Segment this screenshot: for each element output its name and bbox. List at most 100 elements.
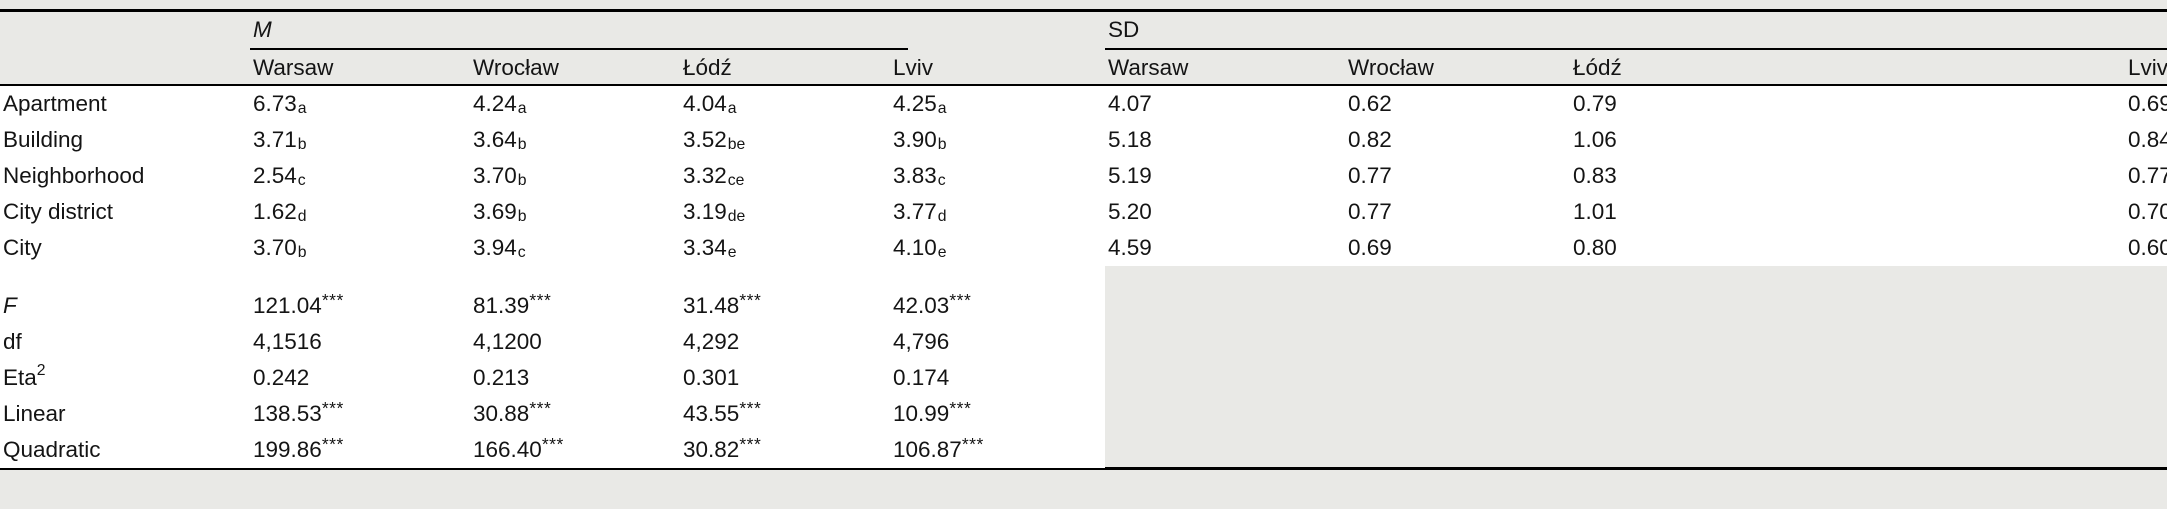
mean-cell: 3.71 b [250, 122, 470, 158]
stat-cell: 106.87 *** [890, 432, 1105, 468]
row-label: Quadratic [0, 432, 250, 468]
table-row-neighborhood: Neighborhood 2.54 c 3.70 b 3.32 ce 3.83 c 5.… [0, 158, 2167, 194]
empty-cell [470, 266, 680, 288]
empty-cell [2125, 432, 2167, 468]
empty-cell [1570, 360, 2125, 396]
group-header-row: M SD [0, 10, 2167, 50]
empty-cell [1570, 10, 2125, 50]
stat-cell: 0.174 [890, 360, 1105, 396]
empty-cell [1345, 324, 1570, 360]
stat-cell: 4,796 [890, 324, 1105, 360]
empty-cell [1105, 360, 1345, 396]
empty-cell [1570, 288, 2125, 324]
row-label: Linear [0, 396, 250, 432]
stat-cell: 0.301 [680, 360, 890, 396]
mean-cell: 6.73 a [250, 86, 470, 122]
empty-cell [0, 10, 250, 50]
table-row-apartment: Apartment 6.73 a 4.24 a 4.04 a 4.25 a 4.07 0… [0, 86, 2167, 122]
stat-cell: 10.99 *** [890, 396, 1105, 432]
row-label: Eta 2 [0, 360, 250, 396]
rule-m-group-underline [250, 48, 908, 50]
mean-cell: 3.94 c [470, 230, 680, 266]
empty-cell [1345, 360, 1570, 396]
empty-cell [890, 266, 1105, 288]
empty-cell [2125, 324, 2167, 360]
mean-cell: 3.34 e [680, 230, 890, 266]
stat-cell: 31.48 *** [680, 288, 890, 324]
stat-cell: 42.03 *** [890, 288, 1105, 324]
col-header-m-warsaw: Warsaw [253, 55, 334, 80]
empty-cell [1345, 266, 1570, 288]
mean-cell: 4.10 e [890, 230, 1105, 266]
empty-cell [680, 10, 890, 50]
sd-cell: 0.83 [1570, 158, 2125, 194]
col-header-sd-lviv: Lviv [2128, 55, 2167, 80]
empty-cell [0, 266, 250, 288]
mean-cell: 3.83 c [890, 158, 1105, 194]
empty-cell [0, 50, 250, 86]
row-label: Apartment [0, 86, 250, 122]
sd-cell: 0.62 [1345, 86, 1570, 122]
empty-cell [1345, 10, 1570, 50]
stat-cell: 4,1200 [470, 324, 680, 360]
mean-cell: 3.52 be [680, 122, 890, 158]
col-header-m-lviv: Lviv [893, 55, 934, 80]
stat-cell: 138.53 *** [250, 396, 470, 432]
col-header-sd-warsaw: Warsaw [1108, 55, 1189, 80]
mean-cell: 2.54 c [250, 158, 470, 194]
sd-cell: 5.19 [1105, 158, 1345, 194]
sd-cell: 0.69 [2125, 86, 2167, 122]
rule-top [0, 9, 2167, 12]
sd-cell: 0.80 [1570, 230, 2125, 266]
mean-cell: 3.70 b [470, 158, 680, 194]
empty-cell [1105, 266, 1345, 288]
row-label: Building [0, 122, 250, 158]
section-gap-row [0, 266, 2167, 288]
empty-cell [1570, 396, 2125, 432]
empty-cell [1105, 432, 1345, 468]
mean-cell: 3.90 b [890, 122, 1105, 158]
table-row-city: City 3.70 b 3.94 c 3.34 e 4.10 e 4.59 0.69 0… [0, 230, 2167, 266]
col-header-sd-lodz: Łódź [1573, 55, 1622, 80]
mean-cell: 3.64 b [470, 122, 680, 158]
city-header-row: Warsaw Wrocław Łódź Lviv Warsaw Wrocław … [0, 50, 2167, 86]
sd-cell: 5.20 [1105, 194, 1345, 230]
sd-cell: 0.69 [1345, 230, 1570, 266]
mean-cell: 3.70 b [250, 230, 470, 266]
empty-cell [1570, 324, 2125, 360]
col-header-m-wroclaw: Wrocław [473, 55, 559, 80]
sd-cell: 0.77 [1345, 194, 1570, 230]
sd-cell: 1.06 [1570, 122, 2125, 158]
stat-cell: 30.82 *** [680, 432, 890, 468]
stat-cell: 199.86 *** [250, 432, 470, 468]
empty-cell [2125, 288, 2167, 324]
empty-cell [2125, 10, 2167, 50]
sd-cell: 0.60 [2125, 230, 2167, 266]
stat-cell: 4,292 [680, 324, 890, 360]
mean-cell: 3.77 d [890, 194, 1105, 230]
empty-cell [1345, 396, 1570, 432]
empty-cell [250, 266, 470, 288]
row-label: City [0, 230, 250, 266]
empty-cell [890, 10, 1105, 50]
row-label: df [0, 324, 250, 360]
table-row-building: Building 3.71 b 3.64 b 3.52 be 3.90 b 5.18 0… [0, 122, 2167, 158]
sd-cell: 4.07 [1105, 86, 1345, 122]
table-row-df: df 4,1516 4,1200 4,292 4,796 [0, 324, 2167, 360]
sd-cell: 0.82 [1345, 122, 1570, 158]
group-header-sd: SD [1108, 17, 1140, 42]
rule-sd-group-underline [1105, 48, 2167, 50]
empty-cell [1570, 266, 2125, 288]
sd-cell: 0.84 [2125, 122, 2167, 158]
mean-cell: 4.04 a [680, 86, 890, 122]
stat-cell: 4,1516 [250, 324, 470, 360]
table-row-eta2: Eta 2 0.242 0.213 0.301 0.174 [0, 360, 2167, 396]
mean-cell: 4.25 a [890, 86, 1105, 122]
row-label: City district [0, 194, 250, 230]
empty-cell [1570, 432, 2125, 468]
empty-cell [2125, 266, 2167, 288]
stat-cell: 43.55 *** [680, 396, 890, 432]
empty-cell [1105, 396, 1345, 432]
col-header-m-lodz: Łódź [683, 55, 732, 80]
empty-cell [470, 10, 680, 50]
